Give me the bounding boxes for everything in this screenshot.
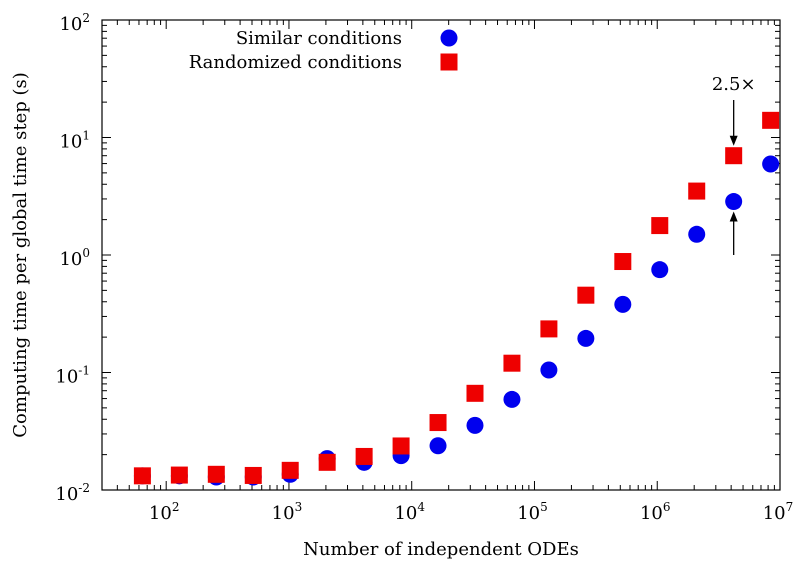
x-axis-label: Number of independent ODEs bbox=[303, 539, 579, 560]
x-tick-label: 102 bbox=[149, 500, 180, 524]
data-point-randomized bbox=[429, 414, 447, 432]
y-axis-label: Computing time per global time step (s) bbox=[10, 72, 31, 437]
data-point-randomized bbox=[170, 466, 188, 484]
annotation-arrow-up-head bbox=[729, 211, 738, 222]
data-point-similar bbox=[466, 416, 484, 434]
y-tick-label: 10-2 bbox=[55, 481, 90, 505]
data-point-randomized bbox=[133, 467, 151, 485]
annotation-arrow-down-head bbox=[729, 135, 738, 146]
data-point-randomized bbox=[318, 453, 336, 471]
data-point-randomized bbox=[392, 437, 410, 455]
data-point-similar bbox=[503, 390, 521, 408]
y-tick-label: 10-1 bbox=[55, 364, 90, 388]
ratio-annotation-label: 2.5× bbox=[712, 74, 756, 95]
data-point-randomized bbox=[207, 465, 225, 483]
data-point-similar bbox=[725, 193, 743, 211]
data-point-similar bbox=[614, 295, 632, 313]
x-tick-label: 106 bbox=[640, 500, 671, 524]
ratio-annotation: 2.5× bbox=[712, 74, 756, 255]
x-tick-label: 105 bbox=[517, 500, 548, 524]
data-point-randomized bbox=[577, 286, 595, 304]
axis-ticks bbox=[101, 19, 781, 491]
x-tick-label: 103 bbox=[272, 500, 303, 524]
legend-label-randomized: Randomized conditions bbox=[189, 52, 402, 73]
legend-marker-randomized bbox=[440, 53, 458, 71]
data-point-randomized bbox=[503, 354, 521, 372]
data-point-similar bbox=[762, 155, 780, 173]
data-point-similar bbox=[540, 361, 558, 379]
data-point-similar bbox=[429, 437, 447, 455]
data-point-randomized bbox=[688, 182, 706, 200]
data-point-randomized bbox=[725, 147, 743, 165]
data-point-randomized bbox=[244, 466, 262, 484]
data-point-similar bbox=[651, 261, 669, 279]
data-point-similar bbox=[577, 329, 595, 347]
series-randomized bbox=[133, 111, 780, 485]
legend-marker-similar bbox=[440, 29, 458, 47]
x-tick-label: 107 bbox=[763, 500, 794, 524]
data-point-randomized bbox=[651, 217, 669, 235]
data-point-randomized bbox=[540, 320, 558, 338]
x-tick-label: 104 bbox=[394, 500, 425, 524]
data-point-randomized bbox=[614, 253, 632, 271]
series-similar bbox=[133, 155, 780, 486]
y-tick-label: 102 bbox=[59, 11, 90, 35]
data-point-similar bbox=[688, 225, 706, 243]
data-point-randomized bbox=[466, 384, 484, 402]
data-point-randomized bbox=[281, 461, 299, 479]
data-series bbox=[133, 111, 780, 486]
legend: Similar conditions Randomized conditions bbox=[189, 28, 458, 73]
data-point-randomized bbox=[355, 447, 373, 465]
y-tick-label: 100 bbox=[59, 246, 90, 270]
data-point-randomized bbox=[762, 111, 780, 129]
legend-label-similar: Similar conditions bbox=[236, 28, 402, 49]
y-tick-labels: 10-2 10-1 100 101 102 bbox=[55, 11, 90, 505]
y-tick-label: 101 bbox=[59, 129, 90, 153]
x-tick-labels: 102 103 104 105 106 107 bbox=[149, 500, 793, 524]
